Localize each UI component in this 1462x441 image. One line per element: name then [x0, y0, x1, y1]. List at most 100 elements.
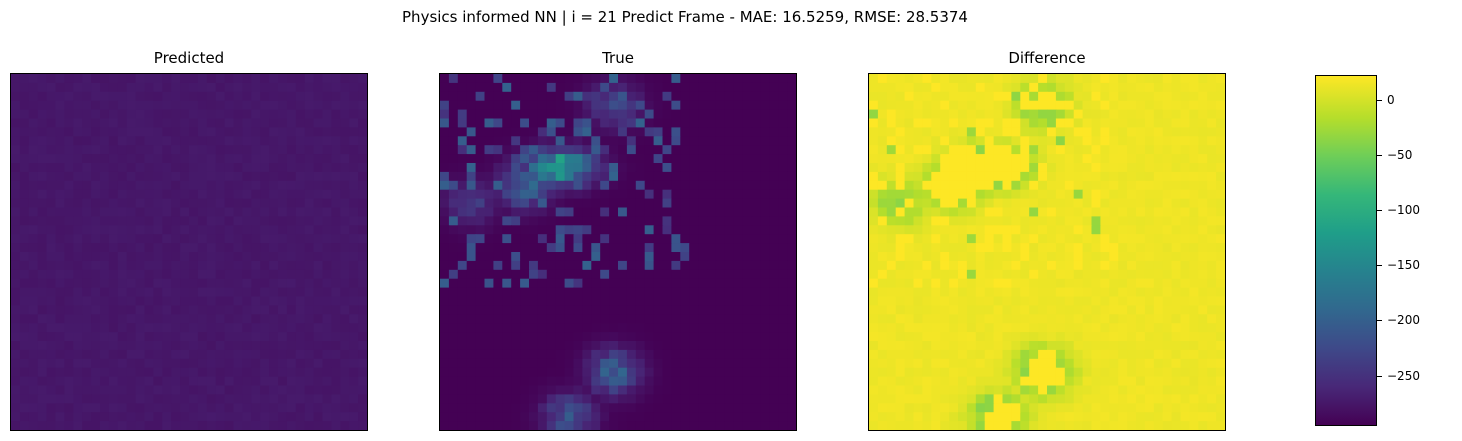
heatmap-cell — [733, 296, 744, 306]
heatmap-cell — [153, 74, 163, 84]
heatmap-cell — [233, 216, 243, 226]
heatmap-cell — [64, 367, 74, 378]
heatmap-cell — [502, 171, 512, 182]
heatmap-cell — [1082, 91, 1093, 102]
heatmap-cell — [922, 91, 932, 102]
heatmap-cell — [993, 358, 1004, 369]
heatmap-cell — [1127, 100, 1137, 111]
heatmap-cell — [626, 260, 637, 271]
heatmap-cell — [555, 118, 566, 128]
heatmap-cell — [340, 252, 350, 262]
heatmap-cell — [171, 403, 181, 413]
heatmap-cell — [28, 260, 39, 271]
heatmap-cell — [671, 349, 681, 360]
heatmap-cell — [242, 260, 252, 271]
heatmap-cell — [626, 358, 637, 369]
heatmap-cell — [162, 260, 172, 271]
heatmap-cell — [11, 163, 21, 173]
heatmap-cell — [582, 323, 592, 333]
heatmap-cell — [1171, 109, 1182, 120]
heatmap-cell — [886, 260, 897, 271]
heatmap-cell — [1011, 234, 1021, 244]
heatmap-cell — [958, 269, 968, 280]
heatmap-cell — [1109, 385, 1119, 395]
heatmap-cell — [28, 180, 39, 191]
heatmap-cell — [975, 412, 986, 422]
heatmap-cell — [1011, 127, 1021, 137]
heatmap-cell — [733, 145, 744, 155]
heatmap-cell — [1144, 394, 1155, 404]
heatmap-cell — [189, 394, 199, 404]
heatmap-cell — [582, 136, 592, 146]
heatmap-cell — [466, 207, 477, 217]
heatmap-cell — [135, 278, 146, 289]
heatmap-cell — [698, 234, 708, 244]
heatmap-cell — [760, 269, 770, 280]
heatmap-cell — [618, 385, 628, 395]
heatmap-cell — [949, 118, 959, 128]
heatmap-cell — [1189, 207, 1199, 217]
heatmap-cell — [511, 252, 521, 262]
heatmap-cell — [242, 91, 252, 102]
heatmap-cell — [1082, 412, 1093, 422]
heatmap-cell — [313, 287, 324, 298]
heatmap-cell — [707, 332, 717, 342]
heatmap-cell — [73, 421, 83, 431]
heatmap-cell — [609, 171, 619, 182]
heatmap-cell — [144, 180, 154, 191]
heatmap-cell — [751, 252, 761, 262]
heatmap-cell — [537, 278, 548, 289]
heatmap-cell — [751, 216, 761, 226]
heatmap-cell — [349, 163, 359, 173]
heatmap-cell — [251, 412, 261, 422]
heatmap-cell — [64, 109, 74, 120]
heatmap-cell — [573, 189, 583, 200]
heatmap-cell — [895, 154, 906, 164]
heatmap-cell — [28, 323, 39, 333]
heatmap-cell — [1064, 136, 1075, 146]
heatmap-cell — [529, 180, 539, 191]
heatmap-cell — [609, 91, 619, 102]
heatmap-cell — [751, 198, 761, 209]
heatmap-cell — [931, 260, 941, 271]
heatmap-cell — [64, 412, 74, 422]
heatmap-cell — [502, 127, 512, 137]
heatmap-cell — [966, 180, 977, 191]
heatmap-cell — [233, 91, 243, 102]
heatmap-cell — [46, 82, 57, 93]
heatmap-cell — [555, 358, 566, 369]
heatmap-cell — [215, 234, 226, 244]
heatmap-cell — [349, 74, 359, 84]
heatmap-cell — [1002, 305, 1012, 315]
heatmap-cell — [484, 189, 494, 200]
heatmap-cell — [966, 154, 977, 164]
heatmap-cell — [322, 207, 332, 217]
heatmap-cell — [322, 216, 332, 226]
heatmap-cell — [1038, 252, 1048, 262]
heatmap-cell — [82, 234, 92, 244]
heatmap-cell — [233, 154, 243, 164]
heatmap-cell — [171, 127, 181, 137]
heatmap-cell — [671, 367, 681, 378]
heatmap-cell — [958, 287, 968, 298]
heatmap-cell — [117, 252, 128, 262]
heatmap-cell — [591, 269, 601, 280]
heatmap-cell — [913, 358, 923, 369]
heatmap-cell — [751, 341, 761, 351]
heatmap-cell — [278, 82, 288, 93]
heatmap-cell — [1118, 323, 1128, 333]
heatmap-cell — [340, 100, 350, 111]
heatmap-cell — [869, 314, 879, 324]
heatmap-cell — [778, 82, 788, 93]
heatmap-cell — [537, 367, 548, 378]
heatmap-cell — [707, 154, 717, 164]
heatmap-cell — [715, 82, 726, 93]
heatmap-cell — [931, 385, 941, 395]
heatmap-cell — [689, 385, 699, 395]
heatmap-cell — [233, 305, 243, 315]
heatmap-cell — [1171, 412, 1182, 422]
heatmap-cell — [73, 118, 83, 128]
heatmap-cell — [73, 145, 83, 155]
heatmap-cell — [511, 234, 521, 244]
heatmap-cell — [537, 234, 548, 244]
